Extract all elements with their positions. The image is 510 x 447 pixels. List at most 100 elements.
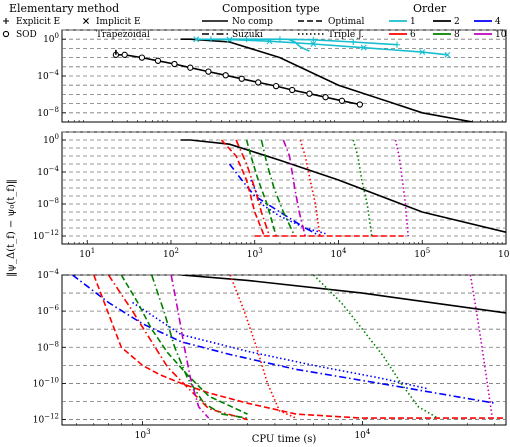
x-tick-label: 105	[414, 247, 430, 260]
x-tick-label: 104	[331, 247, 347, 260]
data-point	[338, 97, 346, 104]
data-point	[306, 90, 313, 97]
legend-order-label: 8	[454, 30, 460, 40]
series-line	[72, 275, 495, 404]
legend-composition-label: No comp	[232, 17, 273, 27]
legend-marker	[83, 18, 89, 24]
y-tick-label: 10−10	[33, 376, 59, 389]
panel-bottom-frame	[61, 274, 507, 426]
data-point	[222, 72, 229, 79]
legend-method-label: Trapezoidal	[96, 30, 150, 40]
legend-order-label: 6	[410, 30, 416, 40]
data-point	[310, 41, 317, 47]
legend-composition-label: Optimal	[328, 17, 365, 27]
series-line	[180, 139, 506, 233]
series-line	[228, 163, 321, 237]
legend-marker	[2, 30, 10, 38]
x-axis-label: CPU time (s)	[252, 434, 317, 445]
data-point	[238, 75, 245, 82]
series-line	[180, 38, 473, 122]
data-point	[207, 36, 214, 43]
y-tick-label: 100	[43, 32, 59, 45]
data-point	[138, 54, 146, 61]
x-tick-label: 103	[135, 428, 151, 441]
legend-composition-label: Suzuki	[232, 30, 263, 40]
legend-order-label: 4	[495, 17, 501, 27]
data-point	[350, 38, 357, 45]
series-line	[313, 275, 439, 419]
legend-method-label: SOD	[16, 30, 37, 40]
data-point	[444, 51, 451, 58]
series-line	[282, 139, 306, 237]
data-point	[272, 82, 280, 90]
data-point	[205, 68, 212, 75]
series-line	[235, 139, 271, 237]
legend-method-label: Implicit E	[96, 17, 141, 27]
series-line	[132, 301, 429, 390]
series-line	[260, 139, 296, 237]
data-point	[394, 41, 401, 48]
data-point	[187, 64, 194, 71]
legend-order-label: 2	[454, 17, 460, 27]
y-tick-label: 10−8	[37, 197, 59, 210]
legend-order-label: 1	[410, 17, 416, 27]
series-line	[150, 275, 248, 419]
y-axis-label: ‖ψ_Δ(t_f) − ψ₀(t_f)‖	[6, 179, 17, 277]
series-line	[299, 139, 321, 237]
y-tick-label: 10−12	[33, 413, 59, 426]
series-line	[352, 139, 373, 237]
series-line	[196, 38, 448, 56]
y-tick-label: 10−4	[37, 165, 59, 178]
data-point	[356, 101, 364, 108]
x-tick-label: 106	[498, 247, 510, 260]
y-tick-label: 10−4	[37, 69, 59, 82]
data-point	[289, 86, 296, 94]
legend-items: Explicit E Implicit E SOD Trapezoidal No com…	[2, 17, 507, 40]
series-line	[115, 54, 361, 106]
x-tick-label: 104	[354, 428, 370, 441]
x-tick-label: 101	[79, 247, 95, 260]
panel-top: 100 10−4 10−8	[37, 29, 507, 123]
data-point	[171, 60, 178, 68]
legend-order-title: Order	[413, 2, 447, 15]
data-point	[154, 57, 162, 64]
data-point	[121, 51, 128, 58]
series-line	[394, 139, 409, 237]
data-point	[322, 94, 329, 101]
data-point	[310, 36, 317, 43]
y-tick-label: 10−8	[37, 106, 59, 119]
panel-middle: 100 10−4 10−8 10−12 101 102 103 104 105 106	[33, 131, 510, 260]
series-line	[245, 139, 277, 237]
legend: Elementary method Composition type Order…	[2, 2, 507, 40]
series-line	[250, 179, 326, 235]
x-tick-label: 103	[247, 247, 263, 260]
series-line	[93, 275, 506, 419]
y-tick-label: 100	[43, 133, 59, 146]
panel-bottom: 10−4 10−6 10−8 10−10 10−12 103 104	[33, 268, 507, 441]
legend-method-title: Elementary method	[9, 2, 119, 15]
data-point	[193, 36, 200, 43]
data-point	[360, 44, 367, 51]
series-line	[469, 275, 494, 419]
y-tick-label: 10−6	[37, 304, 59, 317]
legend-composition-label: Triple J.	[328, 30, 364, 40]
series-line	[210, 38, 398, 46]
series-line	[220, 139, 266, 237]
series-line	[229, 275, 297, 419]
y-tick-label: 10−8	[37, 340, 59, 353]
legend-method-label: Explicit E	[16, 17, 60, 27]
legend-marker	[3, 18, 9, 24]
y-tick-label: 10−4	[37, 268, 59, 281]
x-tick-label: 102	[163, 247, 179, 260]
series-line	[120, 275, 248, 415]
series-line	[170, 275, 210, 419]
legend-order-label: 10	[495, 30, 507, 40]
data-point	[243, 36, 250, 43]
data-point	[255, 79, 262, 86]
series-line	[181, 275, 506, 314]
data-point	[276, 36, 283, 43]
legend-composition-title: Composition type	[222, 2, 320, 15]
y-tick-label: 10−12	[33, 229, 59, 242]
data-point	[419, 49, 426, 56]
